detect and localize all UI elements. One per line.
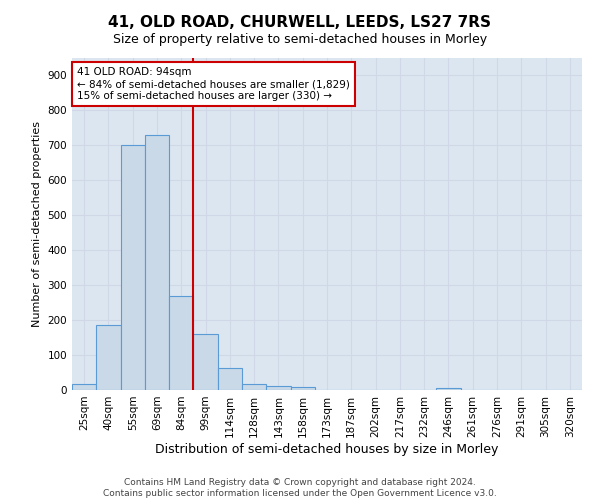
Bar (193, 334, 218, 390)
Bar (72, 384, 96, 390)
Bar (436, 388, 461, 390)
Bar (169, 296, 193, 390)
Bar (121, 145, 145, 390)
Bar (218, 368, 242, 390)
Bar (242, 384, 266, 390)
Bar (145, 134, 169, 390)
Bar (266, 386, 290, 390)
Text: Contains HM Land Registry data © Crown copyright and database right 2024.
Contai: Contains HM Land Registry data © Crown c… (103, 478, 497, 498)
Text: 41 OLD ROAD: 94sqm
← 84% of semi-detached houses are smaller (1,829)
15% of semi: 41 OLD ROAD: 94sqm ← 84% of semi-detache… (77, 68, 350, 100)
Bar (96, 325, 121, 390)
Text: Size of property relative to semi-detached houses in Morley: Size of property relative to semi-detach… (113, 32, 487, 46)
Bar (290, 387, 315, 390)
Y-axis label: Number of semi-detached properties: Number of semi-detached properties (32, 120, 42, 327)
Text: 41, OLD ROAD, CHURWELL, LEEDS, LS27 7RS: 41, OLD ROAD, CHURWELL, LEEDS, LS27 7RS (109, 15, 491, 30)
X-axis label: Distribution of semi-detached houses by size in Morley: Distribution of semi-detached houses by … (155, 442, 499, 456)
